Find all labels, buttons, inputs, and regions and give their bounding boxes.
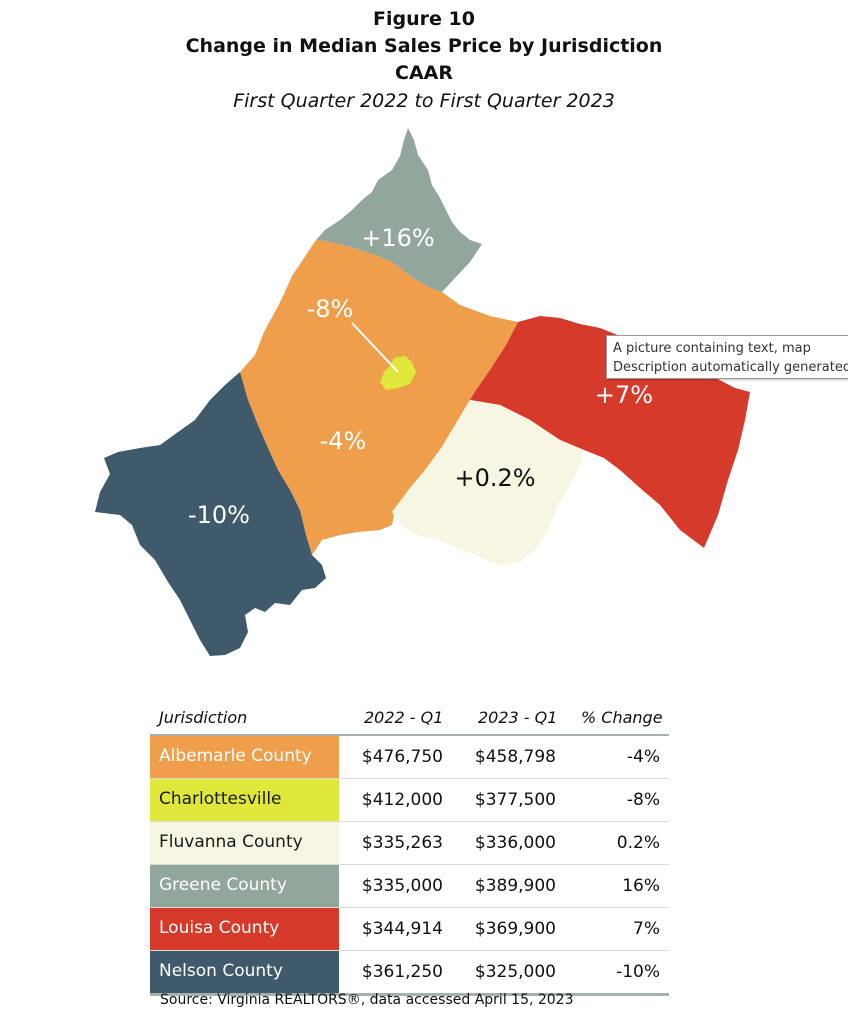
figure-title: Change in Median Sales Price by Jurisdic… (185, 35, 663, 57)
price-table: Jurisdiction 2022 - Q1 2023 - Q1 % Chang… (150, 704, 669, 996)
image-alt-tooltip: A picture containing text, map Descripti… (606, 335, 848, 379)
region-albemarle (240, 240, 518, 555)
region-charlottesville (380, 356, 416, 390)
table-row: Nelson County $361,250 $325,000 -10% (150, 951, 669, 996)
table-header: Jurisdiction 2022 - Q1 2023 - Q1 % Chang… (150, 704, 669, 736)
price-2022-cell: $335,000 (361, 876, 443, 896)
jurisdiction-cell: Charlottesville (150, 779, 339, 821)
price-2022-cell: $412,000 (361, 790, 443, 810)
jurisdiction-cell: Greene County (150, 865, 339, 907)
change-cell: 16% (622, 876, 660, 896)
region-nelson (95, 372, 326, 656)
price-2022-cell: $344,914 (361, 919, 443, 939)
price-2023-cell: $377,500 (474, 790, 556, 810)
table-row: Greene County $335,000 $389,900 16% (150, 865, 669, 908)
label-albemarle: -4% (320, 427, 367, 455)
tooltip-line-1: A picture containing text, map (613, 341, 811, 356)
figure-org: CAAR (395, 62, 453, 84)
price-2023-cell: $325,000 (474, 962, 556, 982)
price-2023-cell: $389,900 (474, 876, 556, 896)
change-cell: 7% (633, 919, 660, 939)
change-cell: 0.2% (616, 833, 660, 853)
price-2023-cell: $458,798 (474, 747, 556, 767)
price-2022-cell: $476,750 (361, 747, 443, 767)
label-fluvanna: +0.2% (454, 464, 535, 492)
table-body: Albemarle County $476,750 $458,798 -4% Charl… (150, 736, 669, 996)
label-charlottesville: -8% (307, 295, 354, 323)
jurisdiction-cell: Fluvanna County (150, 822, 339, 864)
jurisdiction-cell: Albemarle County (150, 736, 339, 778)
change-cell: -10% (616, 962, 660, 982)
jurisdiction-cell: Nelson County (150, 951, 339, 993)
change-cell: -4% (626, 747, 660, 767)
jurisdiction-map: +16% -8% -4% +7% +0.2% -10% (95, 128, 750, 656)
region-fluvanna (392, 400, 584, 566)
label-greene: +16% (361, 224, 434, 252)
source-note: Source: Virginia REALTORS®, data accesse… (160, 992, 574, 1008)
tooltip-line-2: Description automatically generated (613, 360, 848, 375)
figure-period: First Quarter 2022 to First Quarter 2023 (233, 90, 615, 112)
label-nelson: -10% (188, 501, 250, 529)
change-cell: -8% (626, 790, 660, 810)
region-greene (316, 128, 482, 292)
table-row: Albemarle County $476,750 $458,798 -4% (150, 736, 669, 779)
label-louisa: +7% (595, 381, 653, 409)
leader-line (351, 322, 399, 373)
price-2023-cell: $336,000 (474, 833, 556, 853)
header-2022-q1: 2022 - Q1 (364, 708, 444, 727)
header-2023-q1: 2023 - Q1 (478, 708, 558, 727)
price-2022-cell: $335,263 (361, 833, 443, 853)
price-2022-cell: $361,250 (361, 962, 443, 982)
jurisdiction-cell: Louisa County (150, 908, 339, 950)
table-row: Louisa County $344,914 $369,900 7% (150, 908, 669, 951)
header-change: % Change (581, 708, 663, 727)
header-jurisdiction: Jurisdiction (159, 708, 248, 727)
table-row: Fluvanna County $335,263 $336,000 0.2% (150, 822, 669, 865)
figure-number: Figure 10 (373, 8, 475, 30)
price-2023-cell: $369,900 (474, 919, 556, 939)
table-row: Charlottesville $412,000 $377,500 -8% (150, 779, 669, 822)
